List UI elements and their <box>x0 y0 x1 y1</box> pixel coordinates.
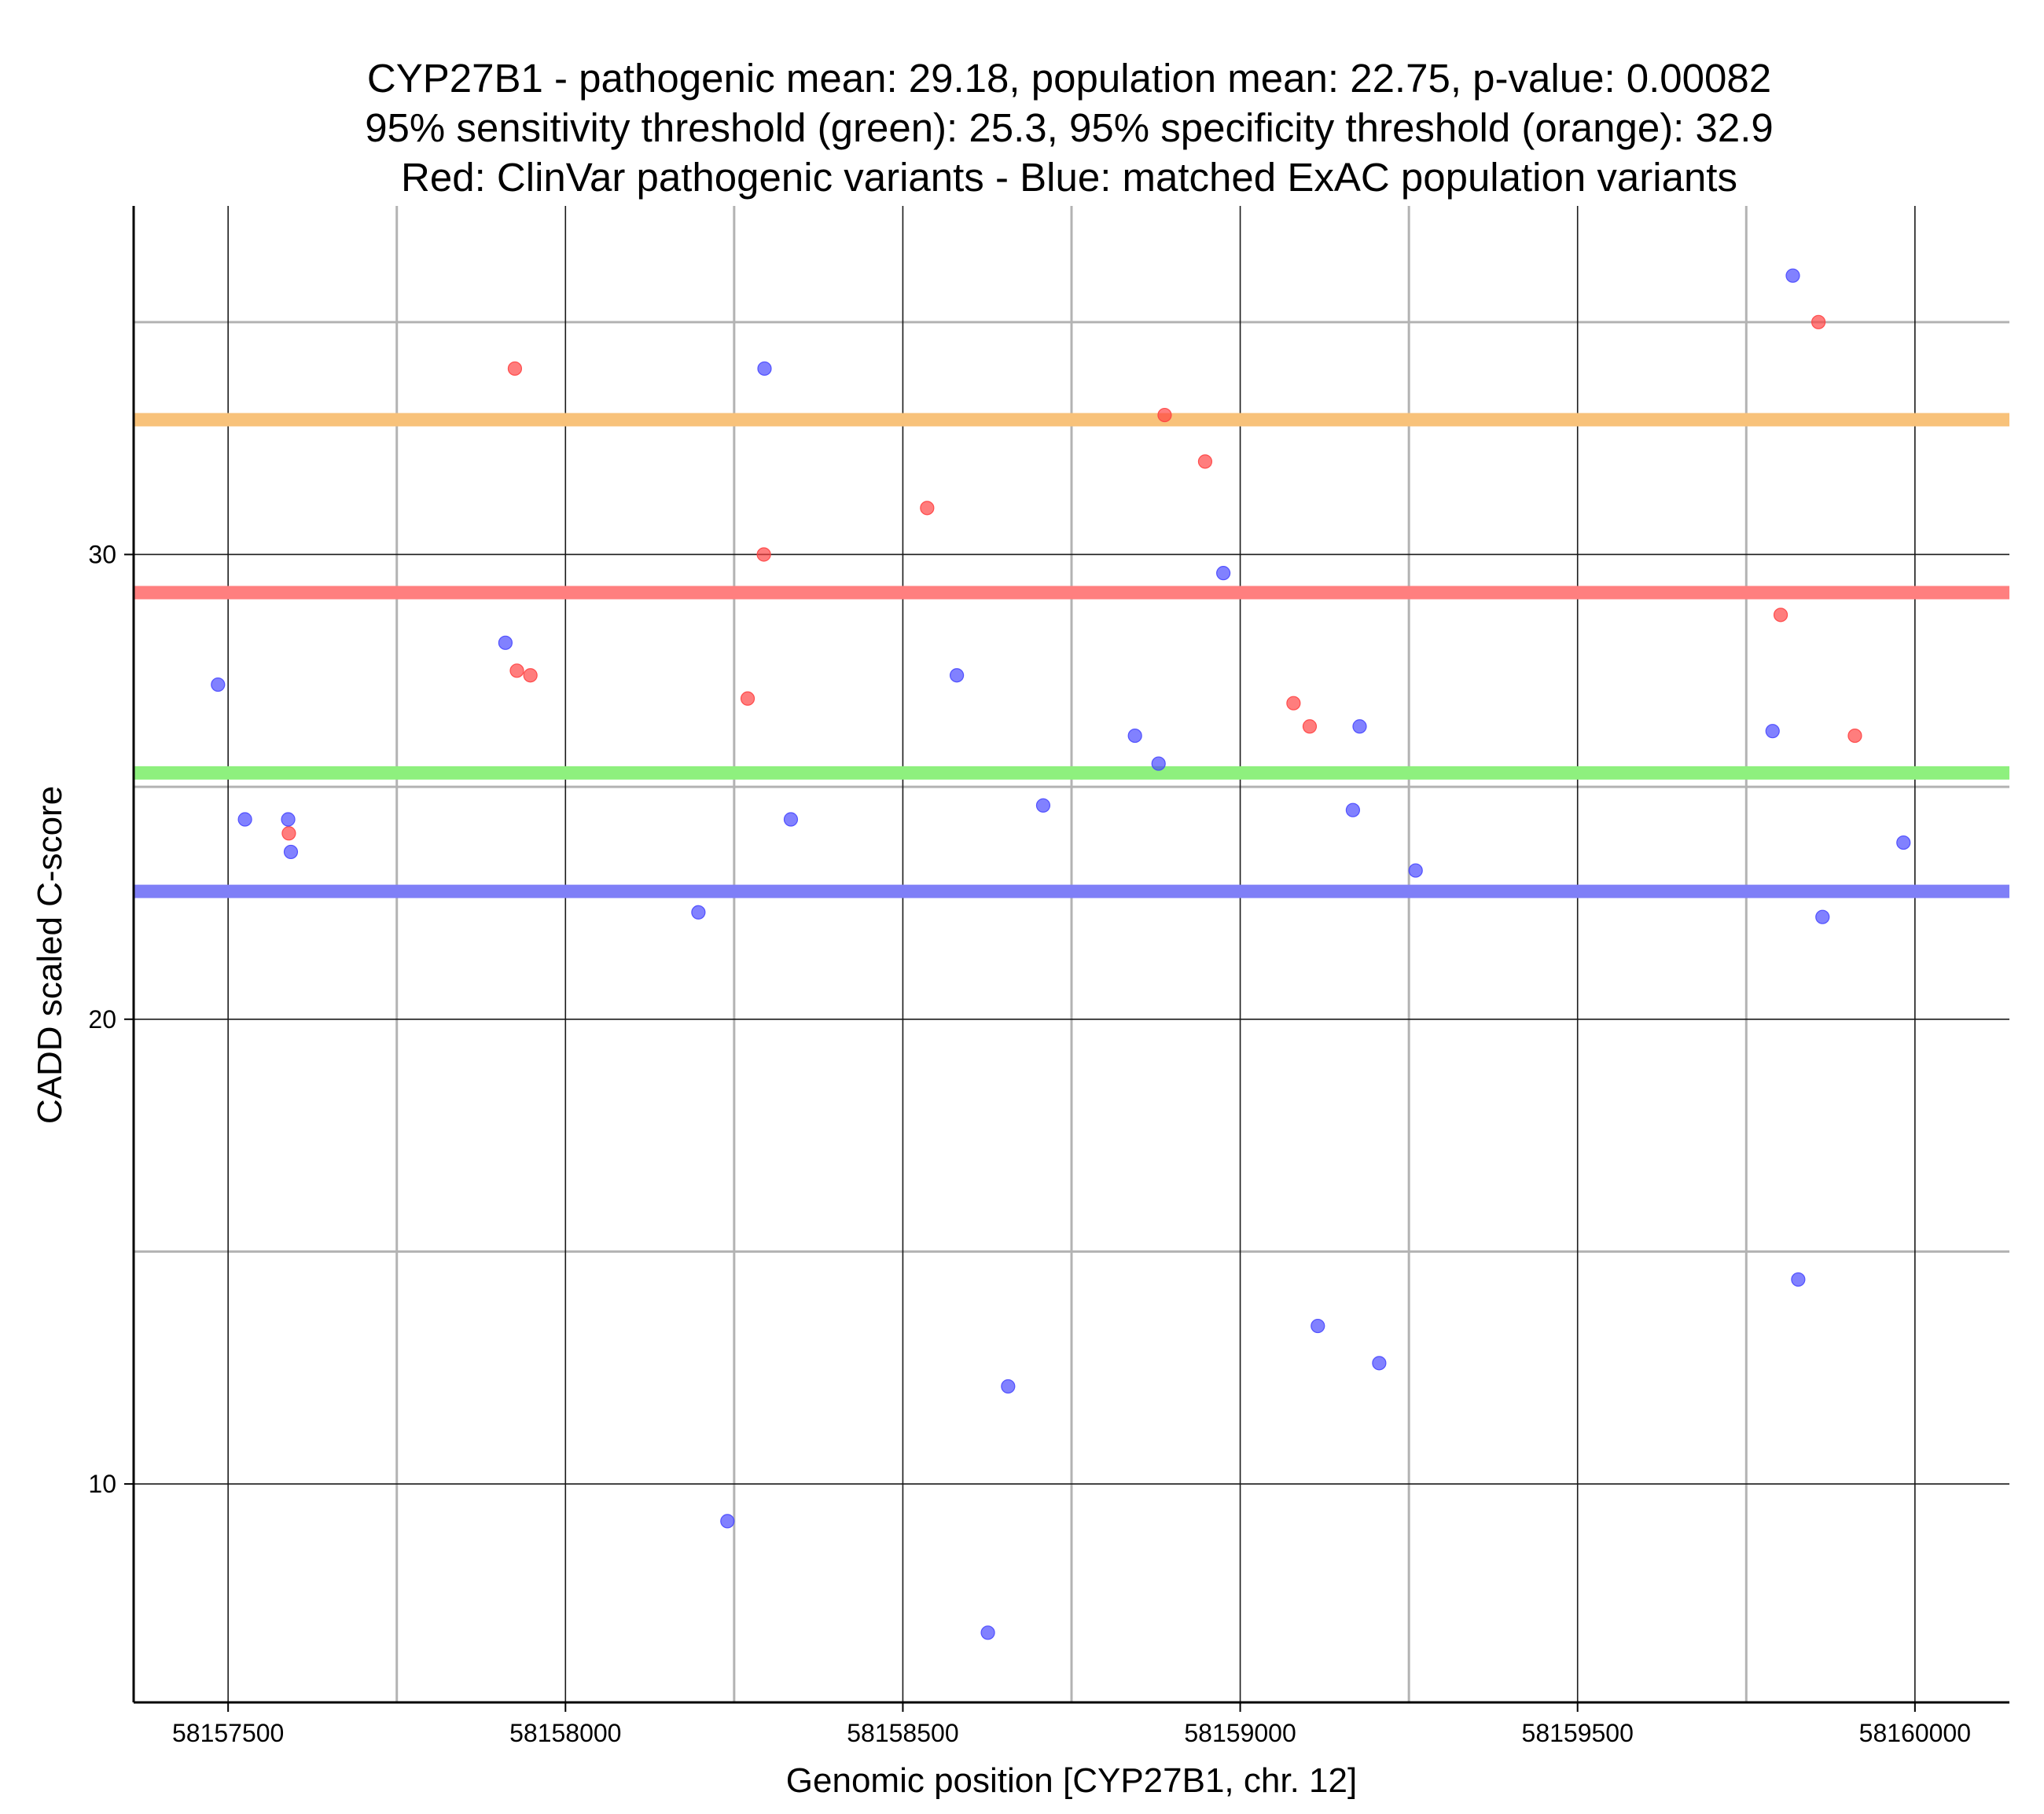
threshold-lines <box>134 413 2009 898</box>
data-point <box>1785 268 1800 283</box>
x-tick-label: 58158500 <box>847 1719 958 1747</box>
data-point <box>509 663 524 678</box>
data-point <box>1151 756 1166 771</box>
x-tick-label: 58159500 <box>1522 1719 1634 1747</box>
data-point <box>1791 1272 1806 1287</box>
data-point <box>740 691 755 706</box>
data-point <box>1302 719 1318 734</box>
data-point <box>283 844 299 860</box>
data-point <box>281 826 296 841</box>
data-point <box>523 668 538 683</box>
data-point <box>1847 728 1862 744</box>
data-point <box>507 361 523 376</box>
grid <box>134 206 2009 1702</box>
data-point <box>1127 728 1142 744</box>
y-axis-label: CADD scaled C-score <box>31 786 69 1124</box>
x-tick-label: 58160000 <box>1859 1719 1971 1747</box>
y-tick-label: 20 <box>88 1005 116 1034</box>
data-point <box>720 1514 735 1529</box>
data-point <box>1765 724 1780 739</box>
data-point <box>281 812 296 827</box>
data-point <box>211 677 226 692</box>
axes <box>132 206 2009 1704</box>
data-point <box>980 1625 995 1640</box>
y-tick-label: 10 <box>88 1470 116 1498</box>
x-tick-label: 58158000 <box>509 1719 621 1747</box>
data-point <box>237 812 252 827</box>
chart-title-line-2: 95% sensitivity threshold (green): 25.3,… <box>365 105 1774 150</box>
data-point <box>1815 909 1830 924</box>
data-point <box>1311 1318 1325 1334</box>
data-point <box>757 361 772 376</box>
x-tick-label: 58157500 <box>172 1719 284 1747</box>
data-point <box>1896 835 1911 850</box>
data-point <box>1345 802 1361 817</box>
data-point <box>1811 314 1826 329</box>
data-point <box>949 668 965 683</box>
data-point <box>1216 566 1231 581</box>
data-point <box>1372 1356 1387 1371</box>
x-tick-label: 58159000 <box>1184 1719 1296 1747</box>
data-point <box>1035 798 1051 813</box>
data-point <box>783 812 799 827</box>
data-point <box>498 635 513 650</box>
data-point <box>1773 608 1788 622</box>
data-point <box>756 547 771 562</box>
data-points <box>211 268 1911 1640</box>
data-point <box>1408 863 1423 878</box>
data-point <box>1197 454 1213 469</box>
tick-labels: 58157500 58158000 58158500 58159000 58159500… <box>88 540 1971 1747</box>
chart-title-line-3: Red: ClinVar pathogenic variants - Blue:… <box>401 155 1737 200</box>
data-point <box>1286 696 1301 711</box>
x-axis-label: Genomic position [CYP27B1, chr. 12] <box>786 1761 1357 1800</box>
data-point <box>1352 719 1367 734</box>
data-point <box>691 905 706 920</box>
data-point <box>1001 1379 1016 1394</box>
data-point <box>1157 407 1172 423</box>
chart-title-line-1: CYP27B1 - pathogenic mean: 29.18, popula… <box>367 56 1771 101</box>
data-point <box>920 501 935 516</box>
y-tick-label: 30 <box>88 540 116 568</box>
